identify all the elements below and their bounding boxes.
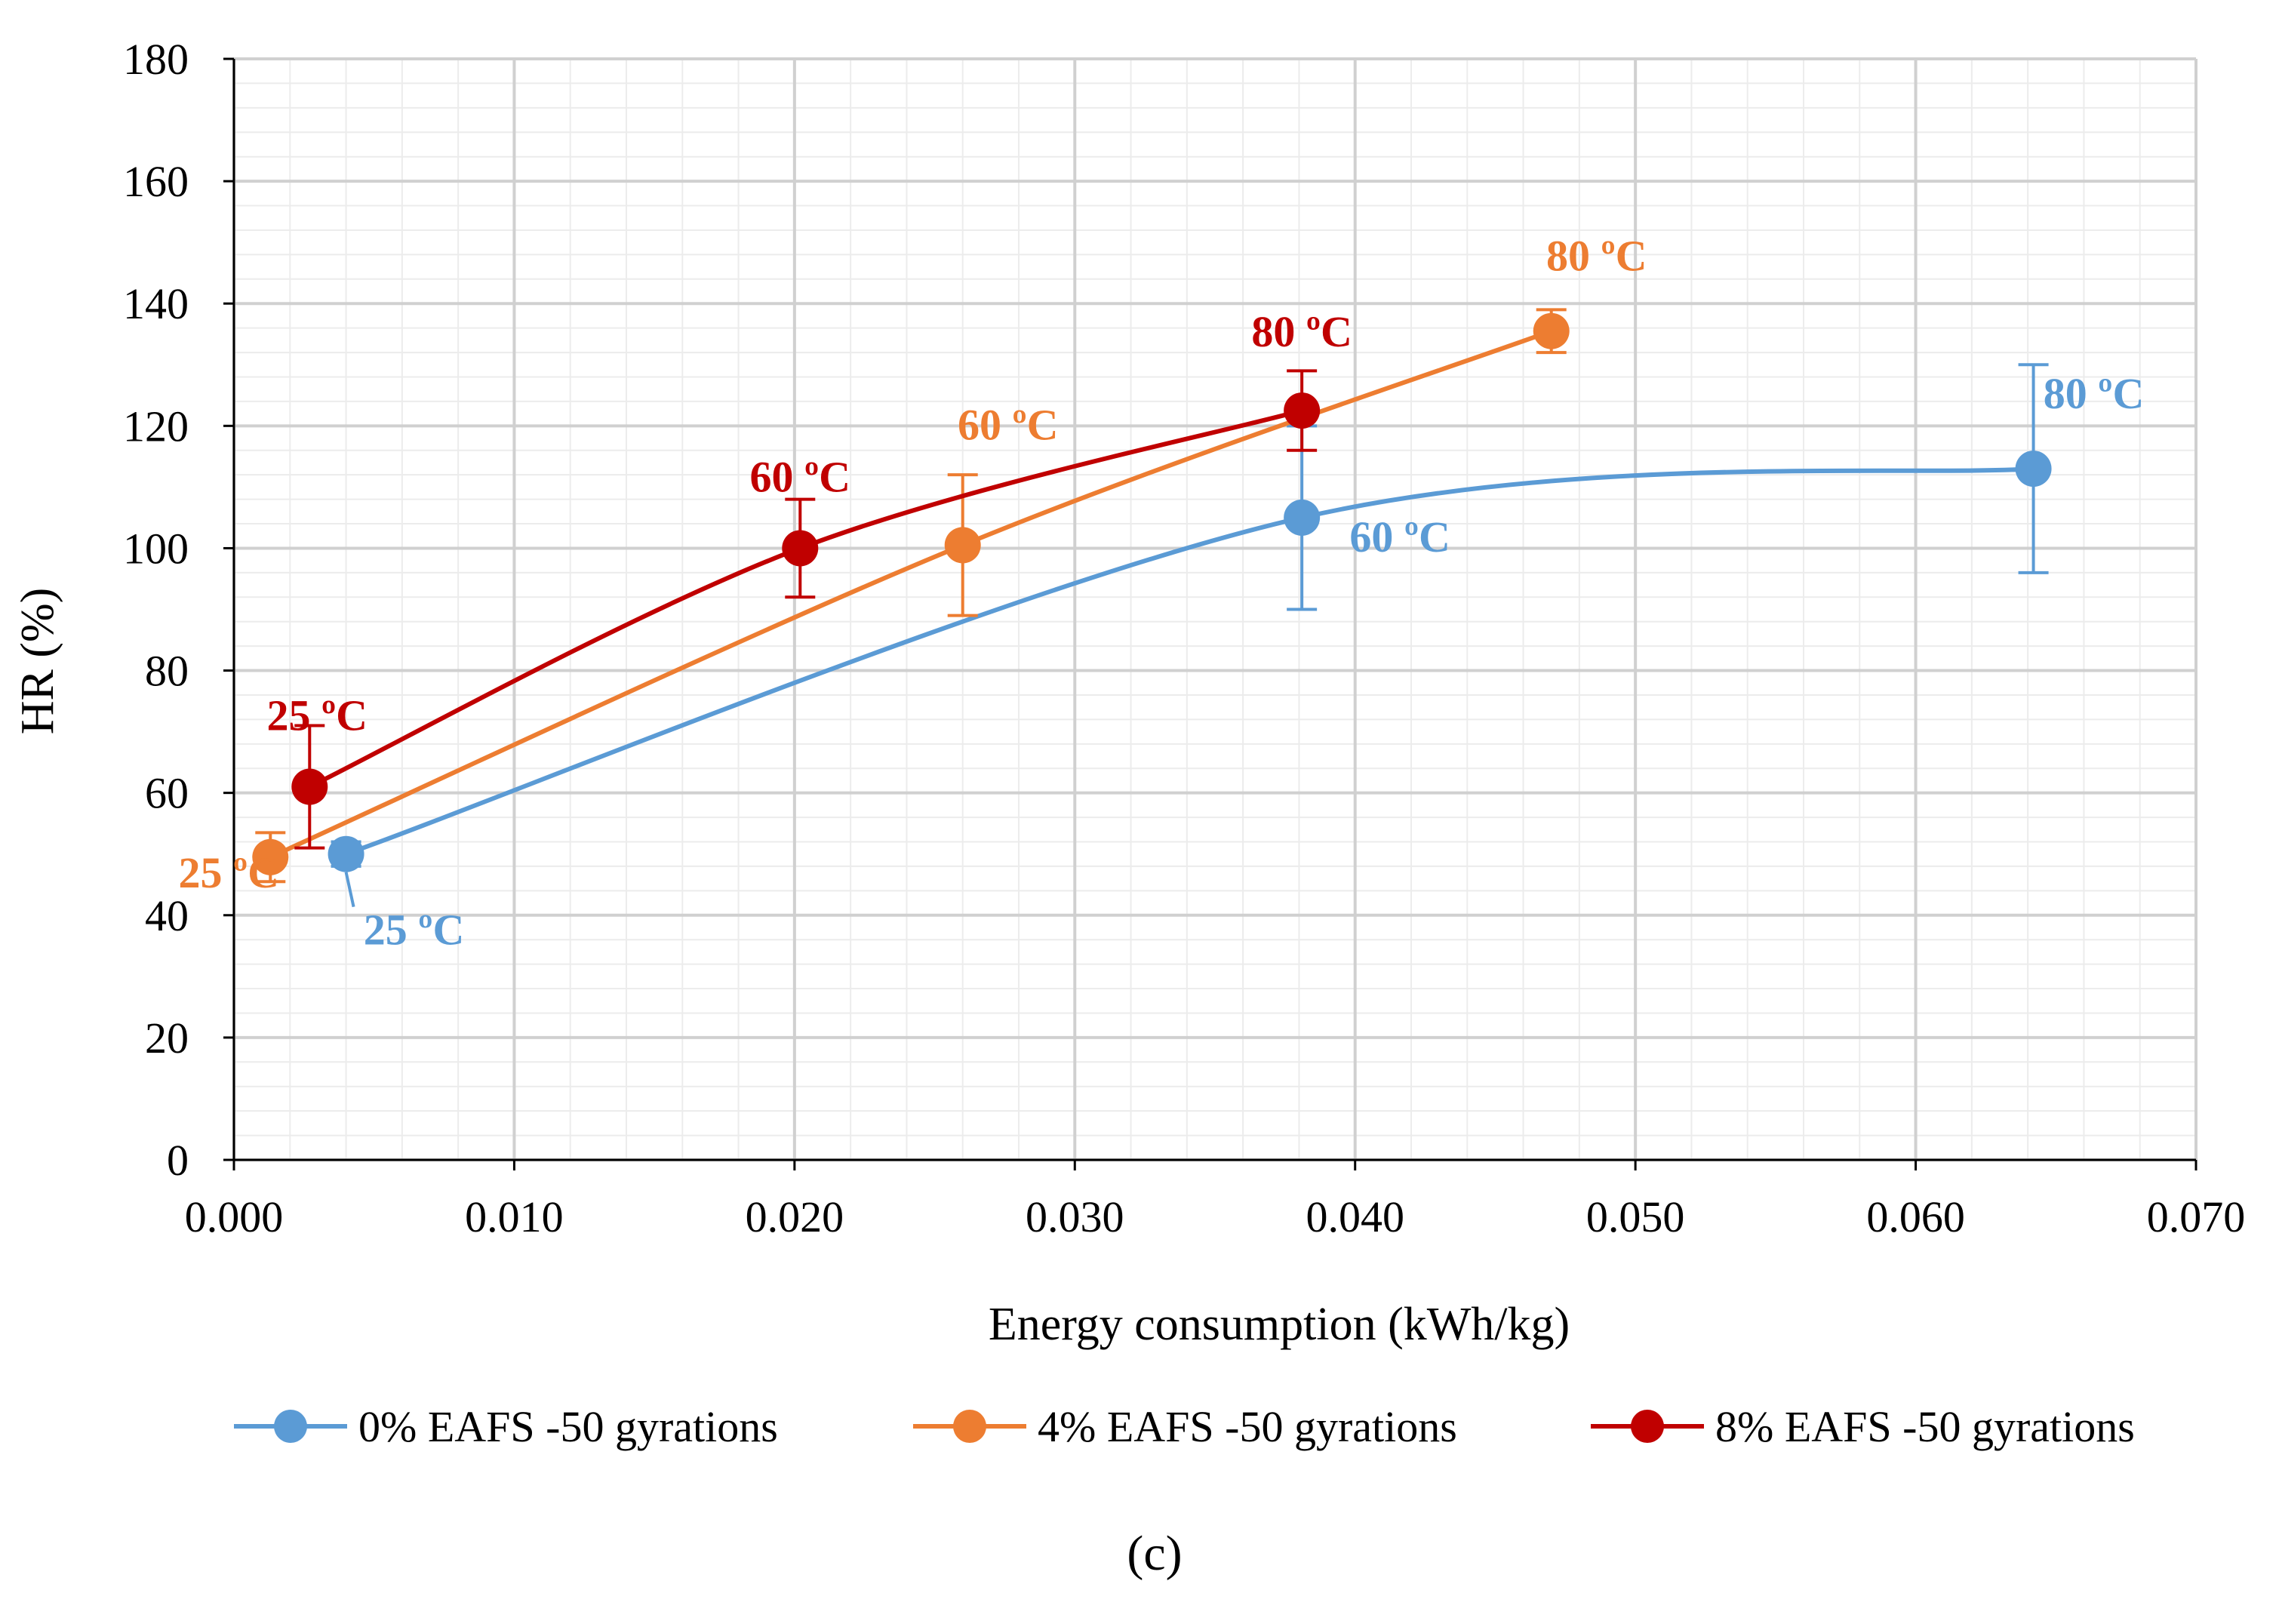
major-grid: [232, 57, 2197, 1161]
legend-item-8pct-eafs: 8% EAFS -50 gyrations: [1591, 1402, 2135, 1451]
point-label-4pct-eafs: 60 ºC: [958, 400, 1059, 449]
legend-marker-8pct-eafs: [1631, 1410, 1664, 1443]
point-label-0pct-eafs: 25 ºC: [364, 906, 465, 955]
legend-label-8pct-eafs: 8% EAFS -50 gyrations: [1715, 1402, 2135, 1451]
y-tick-label: 20: [145, 1013, 189, 1063]
legend-label-0pct-eafs: 0% EAFS -50 gyrations: [358, 1402, 778, 1451]
legend: 0% EAFS -50 gyrations 4% EAFS -50 gyratio…: [234, 1402, 2135, 1451]
series-layer: [252, 308, 2052, 884]
series-4pct-eafs: [252, 308, 1570, 884]
x-tick-label: 0.020: [746, 1192, 844, 1241]
y-tick-label: 0: [167, 1136, 189, 1185]
point-label-8pct-eafs: 80 ºC: [1251, 307, 1352, 356]
x-tick-label: 0.070: [2147, 1192, 2246, 1241]
x-axis-title: Energy consumption (kWh/kg): [989, 1299, 1570, 1350]
y-tick-label: 180: [123, 35, 189, 84]
series-0pct-eafs: [328, 363, 2052, 872]
x-tick-label: 0.050: [1586, 1192, 1685, 1241]
y-tick-label: 60: [145, 769, 189, 818]
figure-caption: (c): [1127, 1526, 1182, 1581]
x-tick-label: 0.010: [465, 1192, 564, 1241]
data-point-4pct-eafs: [252, 838, 289, 875]
data-point-4pct-eafs: [944, 527, 981, 564]
y-tick-label: 80: [145, 647, 189, 696]
point-label-8pct-eafs: 60 ºC: [750, 452, 851, 501]
data-point-0pct-eafs: [1284, 499, 1321, 536]
x-tick-label: 0.060: [1866, 1192, 1965, 1241]
series-line-0pct-eafs: [345, 466, 2034, 857]
y-tick-label: 160: [123, 157, 189, 206]
legend-item-0pct-eafs: 0% EAFS -50 gyrations: [234, 1402, 778, 1451]
legend-item-4pct-eafs: 4% EAFS -50 gyrations: [913, 1402, 1457, 1451]
point-label-0pct-eafs: 60 ºC: [1349, 512, 1450, 561]
point-label-8pct-eafs: 25 ºC: [267, 691, 368, 740]
axes: [223, 57, 2197, 1170]
data-point-8pct-eafs: [782, 530, 819, 567]
label-leader-line: [344, 872, 355, 908]
y-tick-label: 120: [123, 401, 189, 451]
x-tick-label: 0.040: [1306, 1192, 1404, 1241]
y-axis-title: HR (%): [12, 588, 63, 735]
y-tick-label: 140: [123, 279, 189, 328]
tick-labels: 0.000 0.010 0.020 0.030 0.040 0.050 0.060 0.070…: [123, 35, 2245, 1241]
y-tick-label: 100: [123, 524, 189, 573]
data-point-0pct-eafs: [328, 835, 364, 872]
point-labels: 25 ºC 60 ºC 80 ºC 25 ºC 60 ºC 80 ºC 25 ºC 60 ºC…: [179, 232, 2145, 955]
data-point-0pct-eafs: [2015, 451, 2052, 488]
series-8pct-eafs: [291, 369, 1321, 850]
y-tick-label: 40: [145, 891, 189, 940]
legend-label-4pct-eafs: 4% EAFS -50 gyrations: [1038, 1402, 1457, 1451]
point-label-4pct-eafs: 25 ºC: [179, 848, 280, 897]
legend-marker-4pct-eafs: [953, 1410, 986, 1443]
x-tick-label: 0.030: [1026, 1192, 1124, 1241]
legend-marker-0pct-eafs: [274, 1410, 307, 1443]
data-point-4pct-eafs: [1533, 312, 1570, 349]
point-label-0pct-eafs: 80 ºC: [2044, 369, 2145, 418]
data-point-8pct-eafs: [1284, 392, 1321, 429]
data-point-8pct-eafs: [291, 768, 328, 805]
x-tick-label: 0.000: [185, 1192, 284, 1241]
point-label-4pct-eafs: 80 ºC: [1546, 232, 1647, 281]
